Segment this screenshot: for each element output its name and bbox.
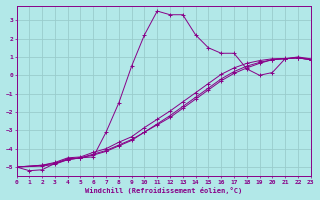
X-axis label: Windchill (Refroidissement éolien,°C): Windchill (Refroidissement éolien,°C) bbox=[85, 187, 242, 194]
